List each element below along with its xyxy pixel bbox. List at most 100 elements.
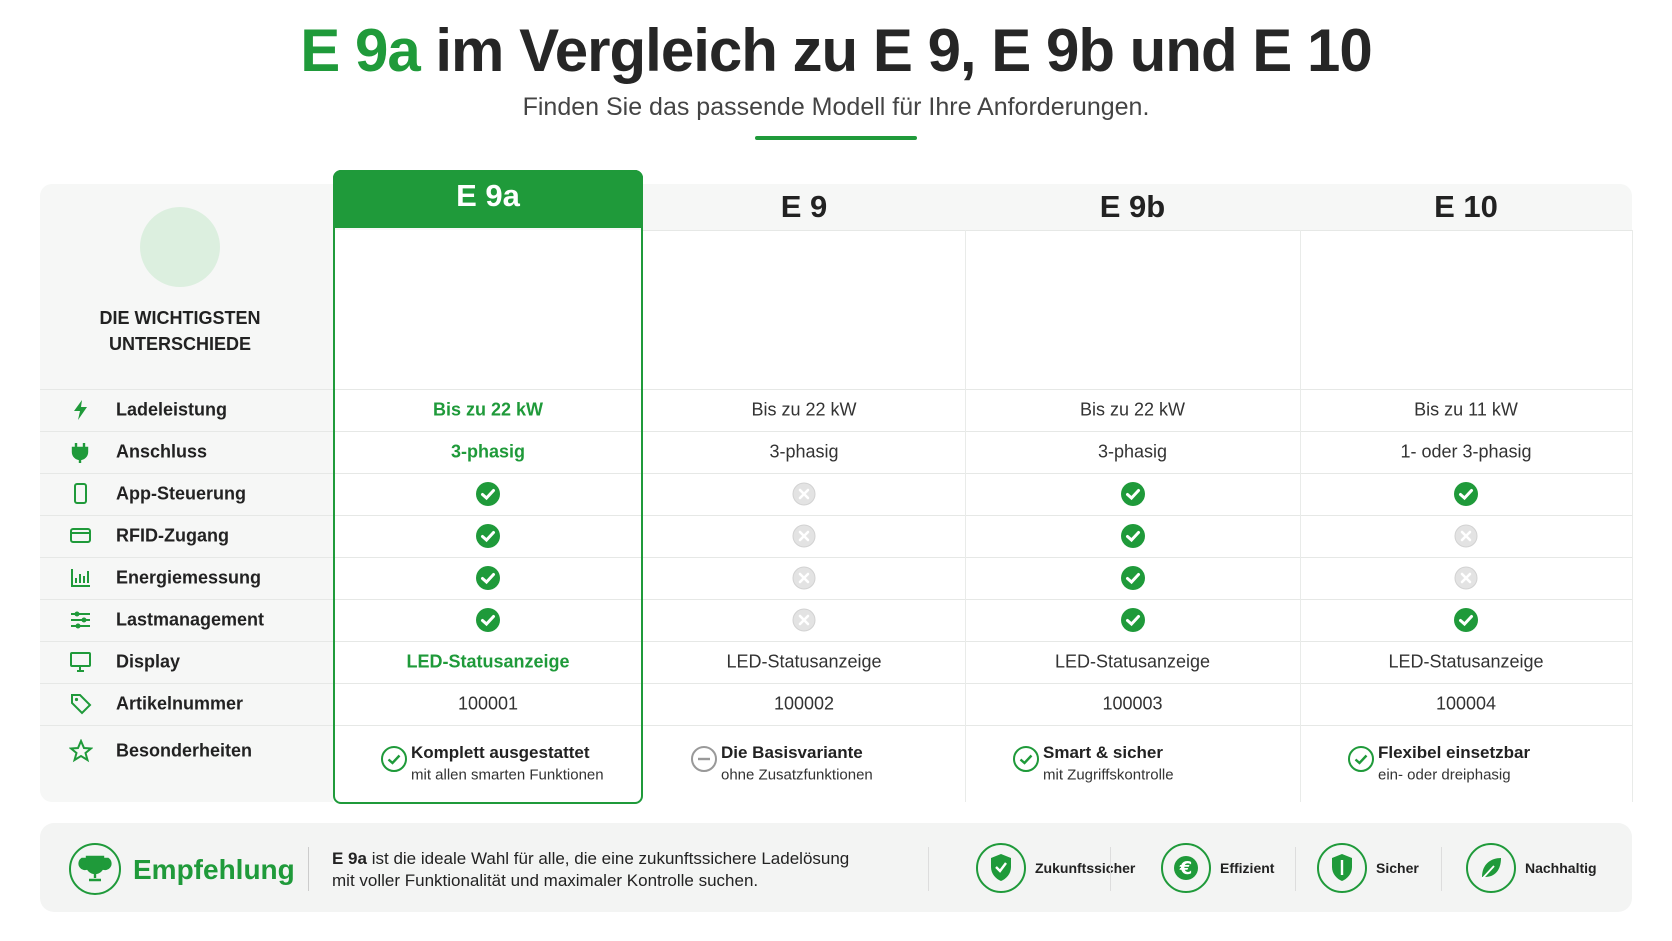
- row-icon: [69, 524, 93, 548]
- divider: [1441, 847, 1442, 891]
- row-icon: [69, 482, 93, 506]
- title: E 9a im Vergleich zu E 9, E 9b und E 10: [0, 16, 1672, 85]
- column-header: E 10: [1434, 189, 1498, 224]
- subtitle: Finden Sie das passende Modell für Ihre …: [522, 93, 1150, 121]
- row-divider: [40, 473, 1632, 474]
- row-icon: [69, 650, 93, 674]
- row-icon: [69, 440, 93, 464]
- recommendation-text: E 9a ist die ideale Wahl für alle, die e…: [332, 848, 849, 892]
- special-title: Komplett ausgestattet: [411, 743, 590, 762]
- column-header: E 9b: [1099, 189, 1166, 224]
- row-divider: [40, 725, 1632, 726]
- cell-text: 3-phasig: [1097, 441, 1168, 462]
- special-icon: [380, 745, 408, 773]
- cell-text: 3-phasig: [769, 441, 839, 462]
- check-icon: [475, 607, 501, 633]
- row-icon: [69, 398, 93, 422]
- row-label: Display: [116, 651, 181, 672]
- column-header: E 9a: [456, 178, 520, 213]
- row-label: Besonderheiten: [116, 740, 253, 761]
- row-label: Artikelnummer: [116, 693, 244, 714]
- title-highlight: E 9a: [300, 17, 420, 84]
- cross-icon: [791, 481, 817, 507]
- table-body: [333, 230, 1632, 802]
- wallbox-image: [446, 243, 530, 381]
- row-icon: [69, 608, 93, 632]
- underline: [755, 136, 917, 140]
- row-divider: [40, 599, 1632, 600]
- column-header: E 9: [780, 189, 828, 224]
- cell-text: Bis zu 22 kW: [751, 399, 857, 420]
- badge-icon: [976, 843, 1026, 893]
- special-title: Smart & sicher: [1043, 743, 1163, 762]
- wallbox-image: [762, 243, 846, 381]
- row-label: RFID-Zugang: [116, 525, 229, 546]
- cell-text: 100001: [457, 693, 519, 714]
- cell-text: 100004: [1435, 693, 1497, 714]
- row-icon: [69, 692, 93, 716]
- svg-text:€: €: [1179, 858, 1193, 879]
- recommendation-title: Empfehlung: [133, 854, 295, 885]
- row-divider: [40, 431, 1632, 432]
- special-text: mit allen smarten Funktionen: [411, 766, 604, 784]
- row-label: App-Steuerung: [116, 483, 246, 504]
- row-icon: [69, 566, 93, 590]
- row-label: Energiemessung: [116, 567, 262, 588]
- badge-icon: [1466, 843, 1516, 893]
- cell-text: LED-Statusanzeige: [1388, 651, 1544, 672]
- corner-icon: [140, 207, 220, 287]
- divider: [308, 847, 309, 891]
- row-divider: [643, 230, 1632, 231]
- divider: [1110, 847, 1111, 891]
- column-divider: [965, 230, 966, 802]
- trophy-icon: [69, 843, 121, 895]
- cell-text: 3-phasig: [450, 441, 525, 462]
- check-icon: [475, 565, 501, 591]
- check-icon: [1120, 523, 1146, 549]
- cross-icon: [1453, 565, 1479, 591]
- special-text: mit Zugriffskontrolle: [1043, 766, 1174, 784]
- cell-text: LED-Statusanzeige: [726, 651, 882, 672]
- row-label: Anschluss: [116, 441, 208, 462]
- cell-text: LED-Statusanzeige: [1054, 651, 1211, 672]
- badge-label: Effizient: [1220, 860, 1275, 876]
- cross-icon: [1453, 523, 1479, 549]
- corner-label: UNTERSCHIEDE: [108, 334, 251, 354]
- recommendation-line: ist die ideale Wahl für alle, die eine z…: [371, 849, 850, 868]
- badge-icon: [1317, 843, 1367, 893]
- cross-icon: [791, 607, 817, 633]
- special-title: Flexibel einsetzbar: [1378, 743, 1531, 762]
- special-icon: [1347, 745, 1375, 773]
- row-divider: [40, 641, 1632, 642]
- row-divider: [40, 557, 1632, 558]
- row-icon: [68, 738, 94, 763]
- special-icon: [1012, 745, 1040, 773]
- check-icon: [475, 523, 501, 549]
- check-icon: [1453, 481, 1479, 507]
- corner-label: DIE WICHTIGSTEN: [99, 308, 261, 328]
- cell-text: Bis zu 22 kW: [432, 399, 544, 420]
- check-icon: [475, 481, 501, 507]
- cell-text: Bis zu 11 kW: [1414, 399, 1518, 420]
- check-icon: [1120, 565, 1146, 591]
- divider: [928, 847, 929, 891]
- badge-icon: €: [1161, 843, 1211, 893]
- model: E 9a: [332, 849, 367, 868]
- row-label: Lastmanagement: [116, 609, 265, 630]
- row-divider: [40, 683, 1632, 684]
- row-label: Ladeleistung: [116, 399, 228, 420]
- row-divider: [40, 515, 1632, 516]
- special-text: ein- oder dreiphasig: [1378, 766, 1511, 784]
- column-divider: [1632, 230, 1633, 802]
- cell-text: Bis zu 22 kW: [1079, 399, 1186, 420]
- special-icon: [690, 745, 718, 773]
- check-icon: [1120, 481, 1146, 507]
- wallbox-image: [1424, 243, 1508, 381]
- row-divider: [40, 389, 1632, 390]
- recommendation-line: mit voller Funktionalität und maximaler …: [332, 871, 759, 890]
- badge-label: Zukunftssicher: [1035, 860, 1136, 876]
- highlight-header: [333, 170, 643, 228]
- special-text: ohne Zusatzfunktionen: [721, 766, 873, 784]
- check-icon: [1453, 607, 1479, 633]
